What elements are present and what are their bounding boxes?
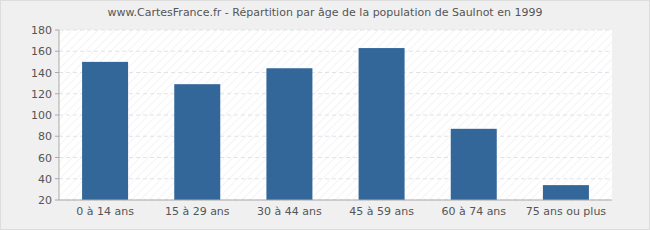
- y-tick-label: 120: [31, 88, 52, 101]
- y-tick-label: 160: [31, 45, 52, 58]
- y-tick-label: 80: [38, 130, 52, 143]
- x-tick-label: 45 à 59 ans: [349, 205, 414, 218]
- grid-line: [59, 157, 612, 158]
- y-tick: [55, 136, 59, 137]
- y-tick-label: 180: [31, 24, 52, 37]
- x-axis: [59, 200, 612, 201]
- y-tick: [55, 30, 59, 31]
- y-tick-label: 100: [31, 109, 52, 122]
- chart-svg: www.CartesFrance.fr - Répartition par âg…: [0, 0, 650, 230]
- y-tick: [55, 178, 59, 179]
- grid-line: [59, 178, 612, 179]
- y-tick-label: 40: [38, 173, 52, 186]
- grid-line: [59, 200, 612, 201]
- y-tick-label: 60: [38, 152, 52, 165]
- bar: [359, 48, 405, 200]
- bar: [174, 84, 220, 200]
- x-tick-label: 60 à 74 ans: [441, 205, 506, 218]
- plot-area: [59, 30, 612, 200]
- x-tick-label: 0 à 14 ans: [76, 205, 134, 218]
- y-axis: [59, 30, 60, 200]
- y-tick: [55, 93, 59, 94]
- y-tick: [55, 157, 59, 158]
- y-tick-label: 140: [31, 67, 52, 80]
- background: [1, 1, 650, 230]
- chart-container: www.CartesFrance.fr - Répartition par âg…: [0, 0, 650, 230]
- y-tick: [55, 115, 59, 116]
- grid-line: [59, 30, 612, 31]
- x-tick-label: 75 ans ou plus: [526, 205, 607, 218]
- bar: [543, 185, 589, 200]
- x-tick-label: 30 à 44 ans: [257, 205, 322, 218]
- bars: [82, 48, 589, 200]
- y-tick: [55, 200, 59, 201]
- y-tick: [55, 51, 59, 52]
- grid-line: [59, 51, 612, 52]
- bar: [266, 68, 312, 200]
- bar: [82, 62, 128, 200]
- x-tick-label: 15 à 29 ans: [165, 205, 230, 218]
- y-tick-label: 20: [38, 194, 52, 207]
- bar: [451, 129, 497, 200]
- grid-line: [59, 93, 612, 94]
- y-tick: [55, 72, 59, 73]
- grid-line: [59, 72, 612, 73]
- title: www.CartesFrance.fr - Répartition par âg…: [108, 6, 543, 19]
- grid-line: [59, 136, 612, 137]
- grid-line: [59, 115, 612, 116]
